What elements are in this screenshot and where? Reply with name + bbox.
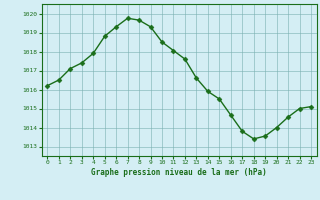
X-axis label: Graphe pression niveau de la mer (hPa): Graphe pression niveau de la mer (hPa): [91, 168, 267, 177]
